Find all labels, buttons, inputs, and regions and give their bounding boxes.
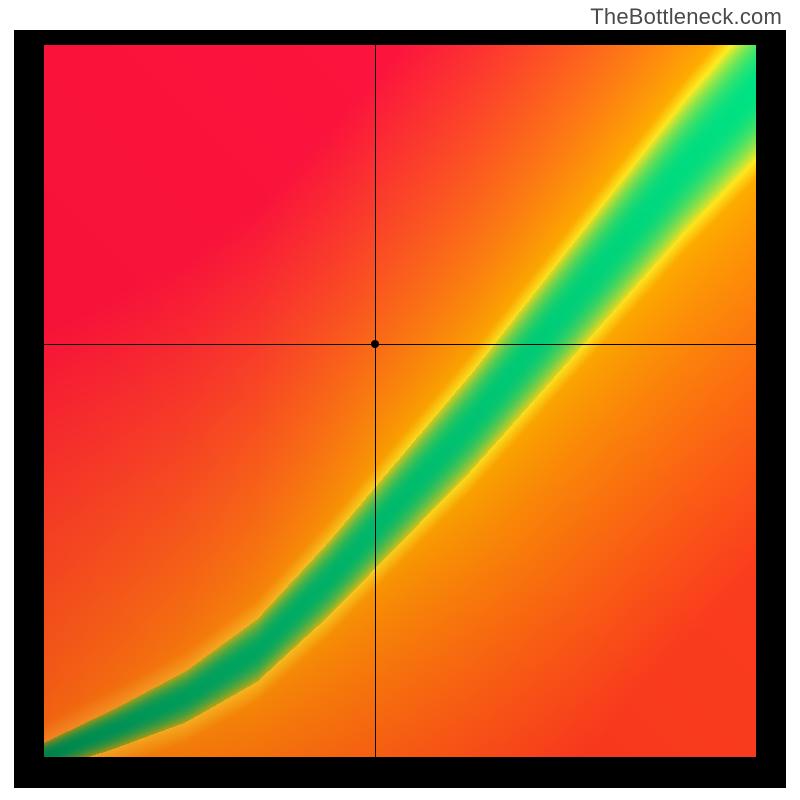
crosshair-horizontal xyxy=(44,344,756,345)
crosshair-vertical xyxy=(375,45,376,757)
plot-black-border xyxy=(14,30,786,788)
bottleneck-heatmap xyxy=(44,45,756,757)
watermark-text: TheBottleneck.com xyxy=(590,4,782,30)
crosshair-point-icon xyxy=(371,340,379,348)
